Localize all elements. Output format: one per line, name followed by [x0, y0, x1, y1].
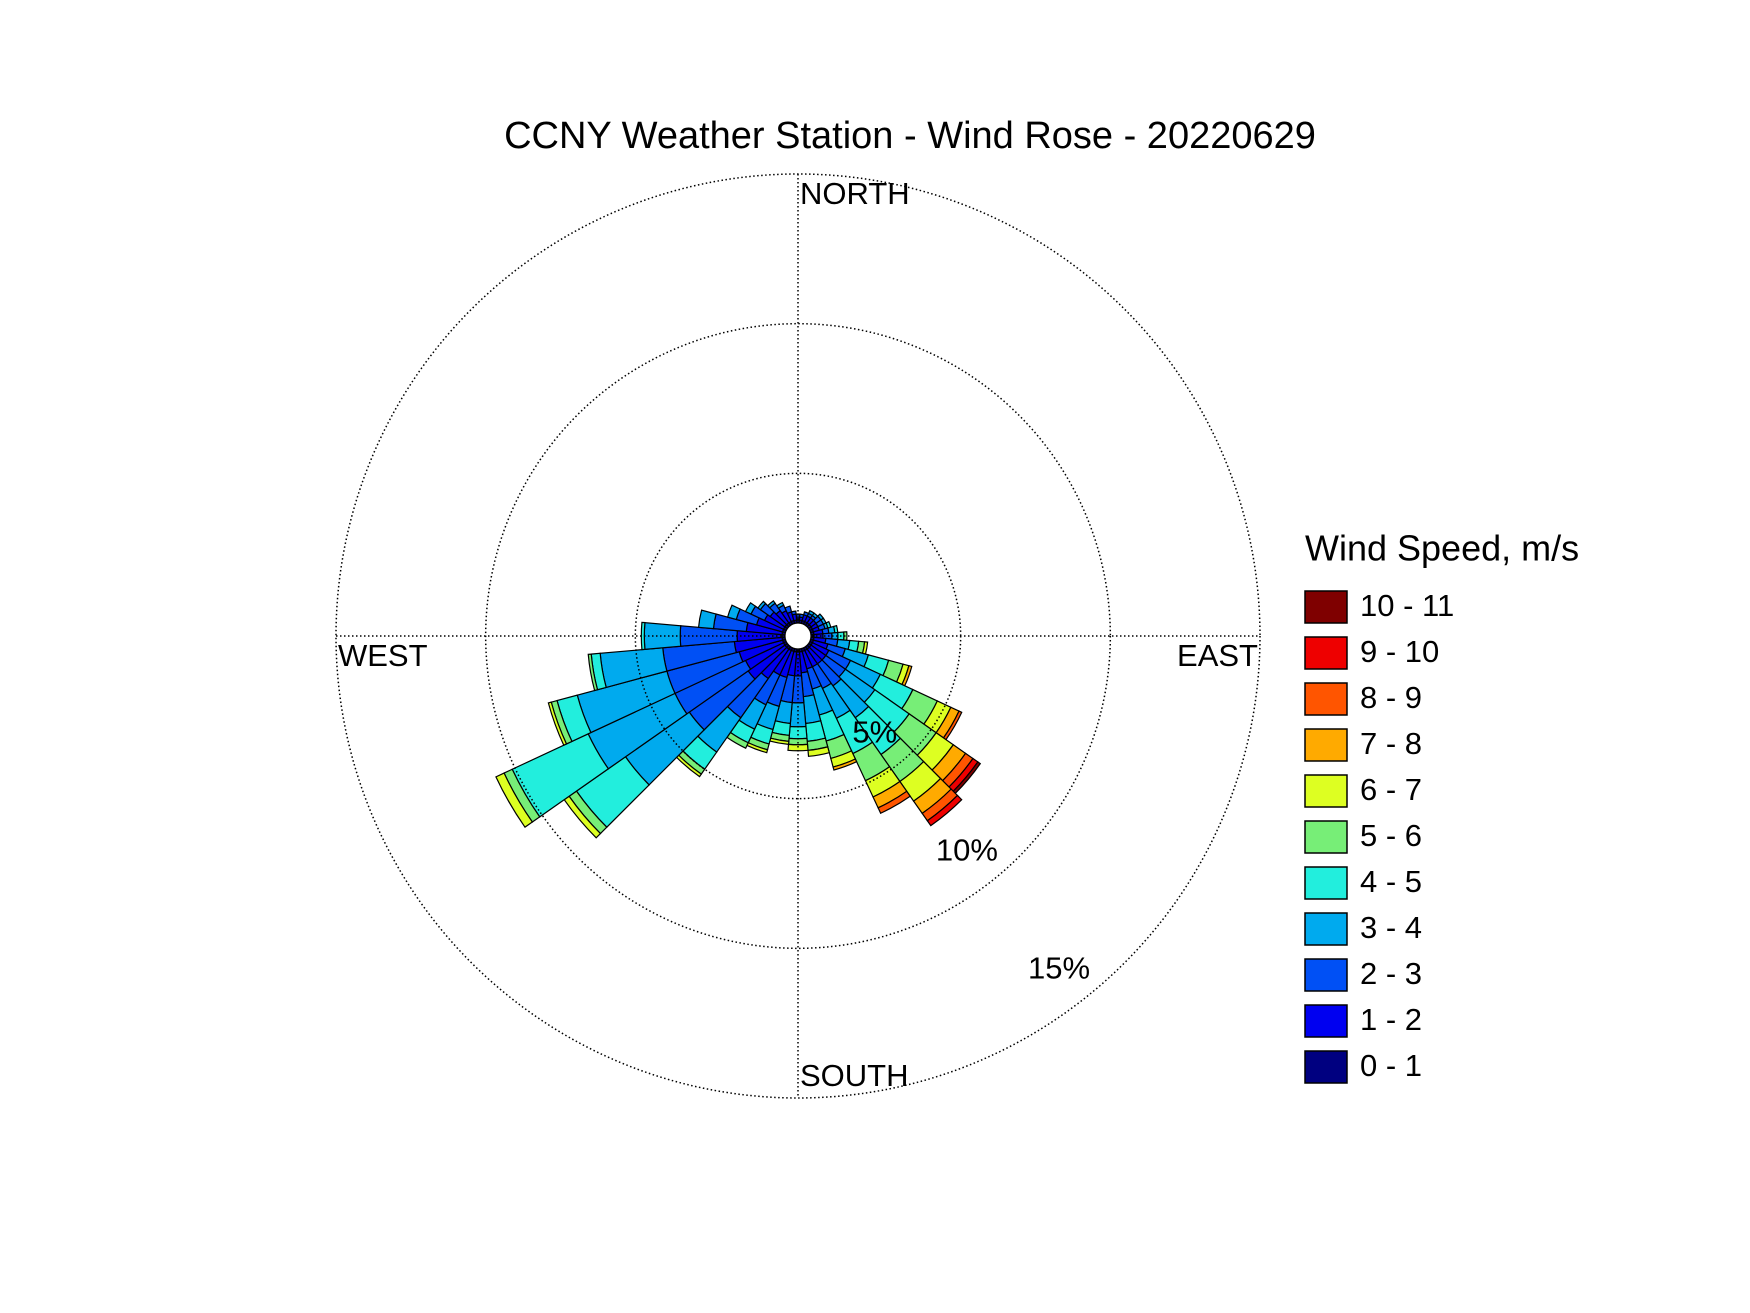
- legend-label: 10 - 11: [1360, 588, 1454, 623]
- legend-swatch: [1304, 1004, 1348, 1038]
- wind-sector: [775, 601, 785, 610]
- compass-label: EAST: [1177, 638, 1258, 673]
- legend-label: 6 - 7: [1360, 772, 1422, 807]
- center-hole: [784, 622, 812, 650]
- chart-title: CCNY Weather Station - Wind Rose - 20220…: [504, 115, 1316, 157]
- legend-label: 7 - 8: [1360, 726, 1422, 761]
- legend-swatch: [1304, 728, 1348, 762]
- legend-title: Wind Speed, m/s: [1305, 528, 1579, 569]
- legend-swatch: [1304, 866, 1348, 900]
- wind-sector: [643, 621, 682, 651]
- wind-sector: [832, 624, 839, 634]
- wind-sector: [547, 701, 568, 747]
- legend-label: 9 - 10: [1360, 634, 1439, 669]
- legend-label: 8 - 9: [1360, 680, 1422, 715]
- legend-label: 1 - 2: [1360, 1002, 1422, 1037]
- wind-sector: [787, 743, 809, 752]
- legend-swatch: [1304, 820, 1348, 854]
- legend-label: 4 - 5: [1360, 864, 1422, 899]
- legend-label: 2 - 3: [1360, 956, 1422, 991]
- compass-label: NORTH: [800, 176, 910, 211]
- r-tick-label: 15%: [1028, 950, 1090, 985]
- r-tick-label: 5%: [852, 714, 897, 749]
- grid-circle: [634, 472, 962, 800]
- wind-sector: [757, 600, 767, 611]
- r-tick-label: 10%: [936, 832, 998, 867]
- legend-swatch: [1304, 958, 1348, 992]
- wind-sector: [744, 601, 757, 615]
- legend-swatch: [1304, 682, 1348, 716]
- wind-sector: [640, 621, 646, 651]
- compass-label: WEST: [338, 638, 428, 673]
- legend-swatch: [1304, 590, 1348, 624]
- wind-sector: [877, 790, 912, 815]
- legend-label: 3 - 4: [1360, 910, 1422, 945]
- wind-sector: [788, 725, 808, 740]
- wind-sector: [587, 653, 599, 692]
- wind-sector: [766, 599, 776, 609]
- grid-circle: [335, 173, 1261, 1099]
- wind-sector: [784, 605, 793, 615]
- grid-circle: [484, 322, 1112, 950]
- wind-sector: [697, 609, 717, 630]
- legend-swatch: [1304, 636, 1348, 670]
- legend-label: 0 - 1: [1360, 1048, 1422, 1083]
- wind-sector: [926, 794, 963, 827]
- compass-label: SOUTH: [800, 1058, 909, 1093]
- wind-sector: [495, 772, 534, 829]
- legend-swatch: [1304, 912, 1348, 946]
- wind-sector: [832, 758, 858, 771]
- wind-sector: [726, 604, 741, 621]
- legend-swatch: [1304, 1050, 1348, 1084]
- legend-swatch: [1304, 774, 1348, 808]
- wind-sector: [807, 746, 830, 757]
- legend-label: 5 - 6: [1360, 818, 1422, 853]
- wind-sector: [790, 610, 797, 616]
